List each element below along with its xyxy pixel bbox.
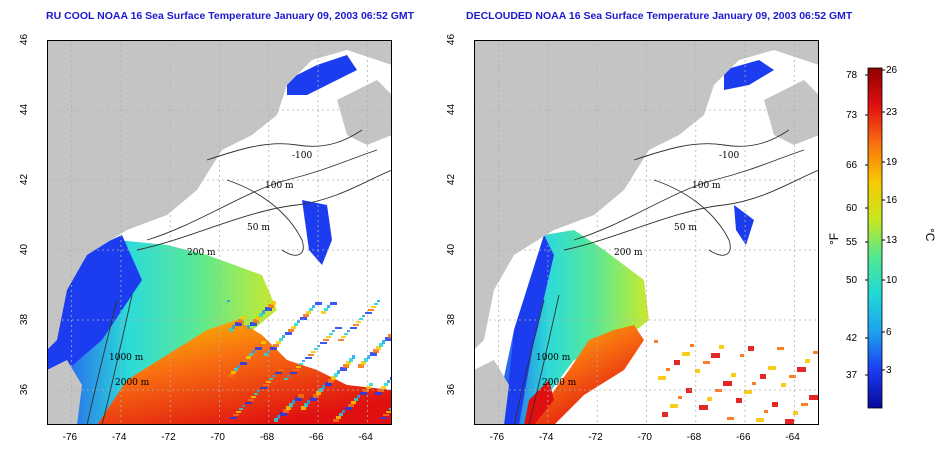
lat-tick-label: 42 <box>19 173 31 186</box>
fahrenheit-tick: 42 <box>846 333 858 344</box>
lat-tick-label: 44 <box>19 103 31 116</box>
lon-tick-label: -72 <box>161 432 176 443</box>
georges-bank-cold-water <box>302 200 332 265</box>
celsius-tick: 19 <box>886 157 898 168</box>
georges-bank-cold-water <box>734 205 754 245</box>
lat-tick-label: 40 <box>446 243 458 256</box>
bathymetry-contour <box>528 294 560 425</box>
bathymetry-contour <box>653 179 731 256</box>
contour-label: 200 m <box>614 248 643 258</box>
right-sst-map: -100 100 m 50 m 200 m 1000 m 2000 m <box>474 40 819 425</box>
lon-tick-label: -68 <box>686 432 702 443</box>
celsius-tick: 10 <box>886 275 898 286</box>
fahrenheit-tick: 78 <box>846 70 858 81</box>
celsius-tick: 3 <box>886 365 892 376</box>
map-frame <box>47 40 392 425</box>
celsius-tick: 26 <box>886 65 898 76</box>
lon-tick-label: -70 <box>637 432 652 443</box>
fahrenheit-tick: 55 <box>846 237 858 248</box>
lat-tick-label: 40 <box>19 243 31 256</box>
fahrenheit-tick: 60 <box>846 203 858 214</box>
north-america-land <box>474 40 819 350</box>
contour-label: 1000 m <box>536 353 571 363</box>
left-panel-title: RU COOL NOAA 16 Sea Surface Temperature … <box>46 10 415 22</box>
bathymetry-contour <box>206 129 363 161</box>
contour-label: 50 m <box>674 223 697 233</box>
nova-scotia-land <box>337 80 392 145</box>
bathymetry-contour <box>633 129 790 161</box>
bathymetry-contour <box>86 299 118 425</box>
bathymetry-contour <box>563 169 819 251</box>
lat-tick-label: 38 <box>446 313 458 326</box>
contour-label: 1000 m <box>109 353 144 363</box>
bathymetry-contour <box>101 294 133 425</box>
contour-label: 2000 m <box>115 378 150 388</box>
contour-label: -100 <box>292 151 312 161</box>
temperature-colorbar: 78 73 66 60 55 50 42 37 26 23 19 16 13 10 6 3 °F °C <box>827 65 937 409</box>
lat-tick-label: 36 <box>19 383 31 396</box>
lat-tick-label: 42 <box>446 173 458 186</box>
contour-label: 2000 m <box>542 378 577 388</box>
celsius-tick: 16 <box>886 195 898 206</box>
celsius-unit: °C <box>923 228 937 242</box>
lon-tick-label: -74 <box>538 432 554 443</box>
contour-label: -100 <box>719 151 739 161</box>
nova-scotia-cold-water <box>724 60 774 90</box>
lon-tick-label: -64 <box>358 432 373 443</box>
right-panel-title: DECLOUDED NOAA 16 Sea Surface Temperatur… <box>466 10 853 22</box>
fahrenheit-tick: 50 <box>846 275 858 286</box>
contour-label: 100 m <box>265 181 294 191</box>
nova-scotia-cold-water <box>287 55 357 95</box>
lon-tick-label: -66 <box>309 432 324 443</box>
left-sst-map: -100 100 m 50 m 200 m 1000 m 2000 m <box>47 40 392 425</box>
lat-tick-label: 38 <box>19 313 31 326</box>
lon-tick-label: -76 <box>489 432 505 443</box>
gulf-stream-warm-water <box>529 325 644 425</box>
celsius-tick: 13 <box>886 235 898 246</box>
fahrenheit-unit: °F <box>827 233 841 245</box>
celsius-tick: 6 <box>886 327 892 338</box>
delmarva-land <box>47 360 82 425</box>
lat-tick-label: 44 <box>446 103 458 116</box>
bathymetry-contour <box>136 169 392 251</box>
colorbar-gradient <box>867 67 883 409</box>
bathymetry-contour <box>226 179 304 256</box>
delmarva-land <box>474 360 509 425</box>
fahrenheit-tick: 73 <box>846 110 858 121</box>
lon-tick-label: -66 <box>736 432 751 443</box>
lon-tick-label: -68 <box>259 432 275 443</box>
fahrenheit-tick: 37 <box>846 370 858 381</box>
gulf-stream-warm-water <box>97 320 392 425</box>
bathymetry-contour <box>573 149 805 241</box>
contour-label: 100 m <box>692 181 721 191</box>
lon-tick-label: -74 <box>111 432 127 443</box>
lon-tick-label: -70 <box>210 432 225 443</box>
cold-coastal-water <box>504 235 554 425</box>
lat-tick-label: 36 <box>446 383 458 396</box>
nova-scotia-land <box>764 80 819 145</box>
lon-tick-label: -72 <box>588 432 603 443</box>
fahrenheit-tick: 66 <box>846 160 858 171</box>
lat-tick-label: 46 <box>446 33 458 46</box>
bathymetry-contour <box>513 299 545 425</box>
north-america-land <box>47 40 392 350</box>
map-frame <box>474 40 819 425</box>
contour-label: 50 m <box>247 223 270 233</box>
bathymetry-contour <box>146 149 378 241</box>
contour-label: 200 m <box>187 248 216 258</box>
lon-tick-label: -76 <box>62 432 78 443</box>
lat-tick-label: 46 <box>19 33 31 46</box>
lon-tick-label: -64 <box>785 432 800 443</box>
celsius-tick: 23 <box>886 107 898 118</box>
